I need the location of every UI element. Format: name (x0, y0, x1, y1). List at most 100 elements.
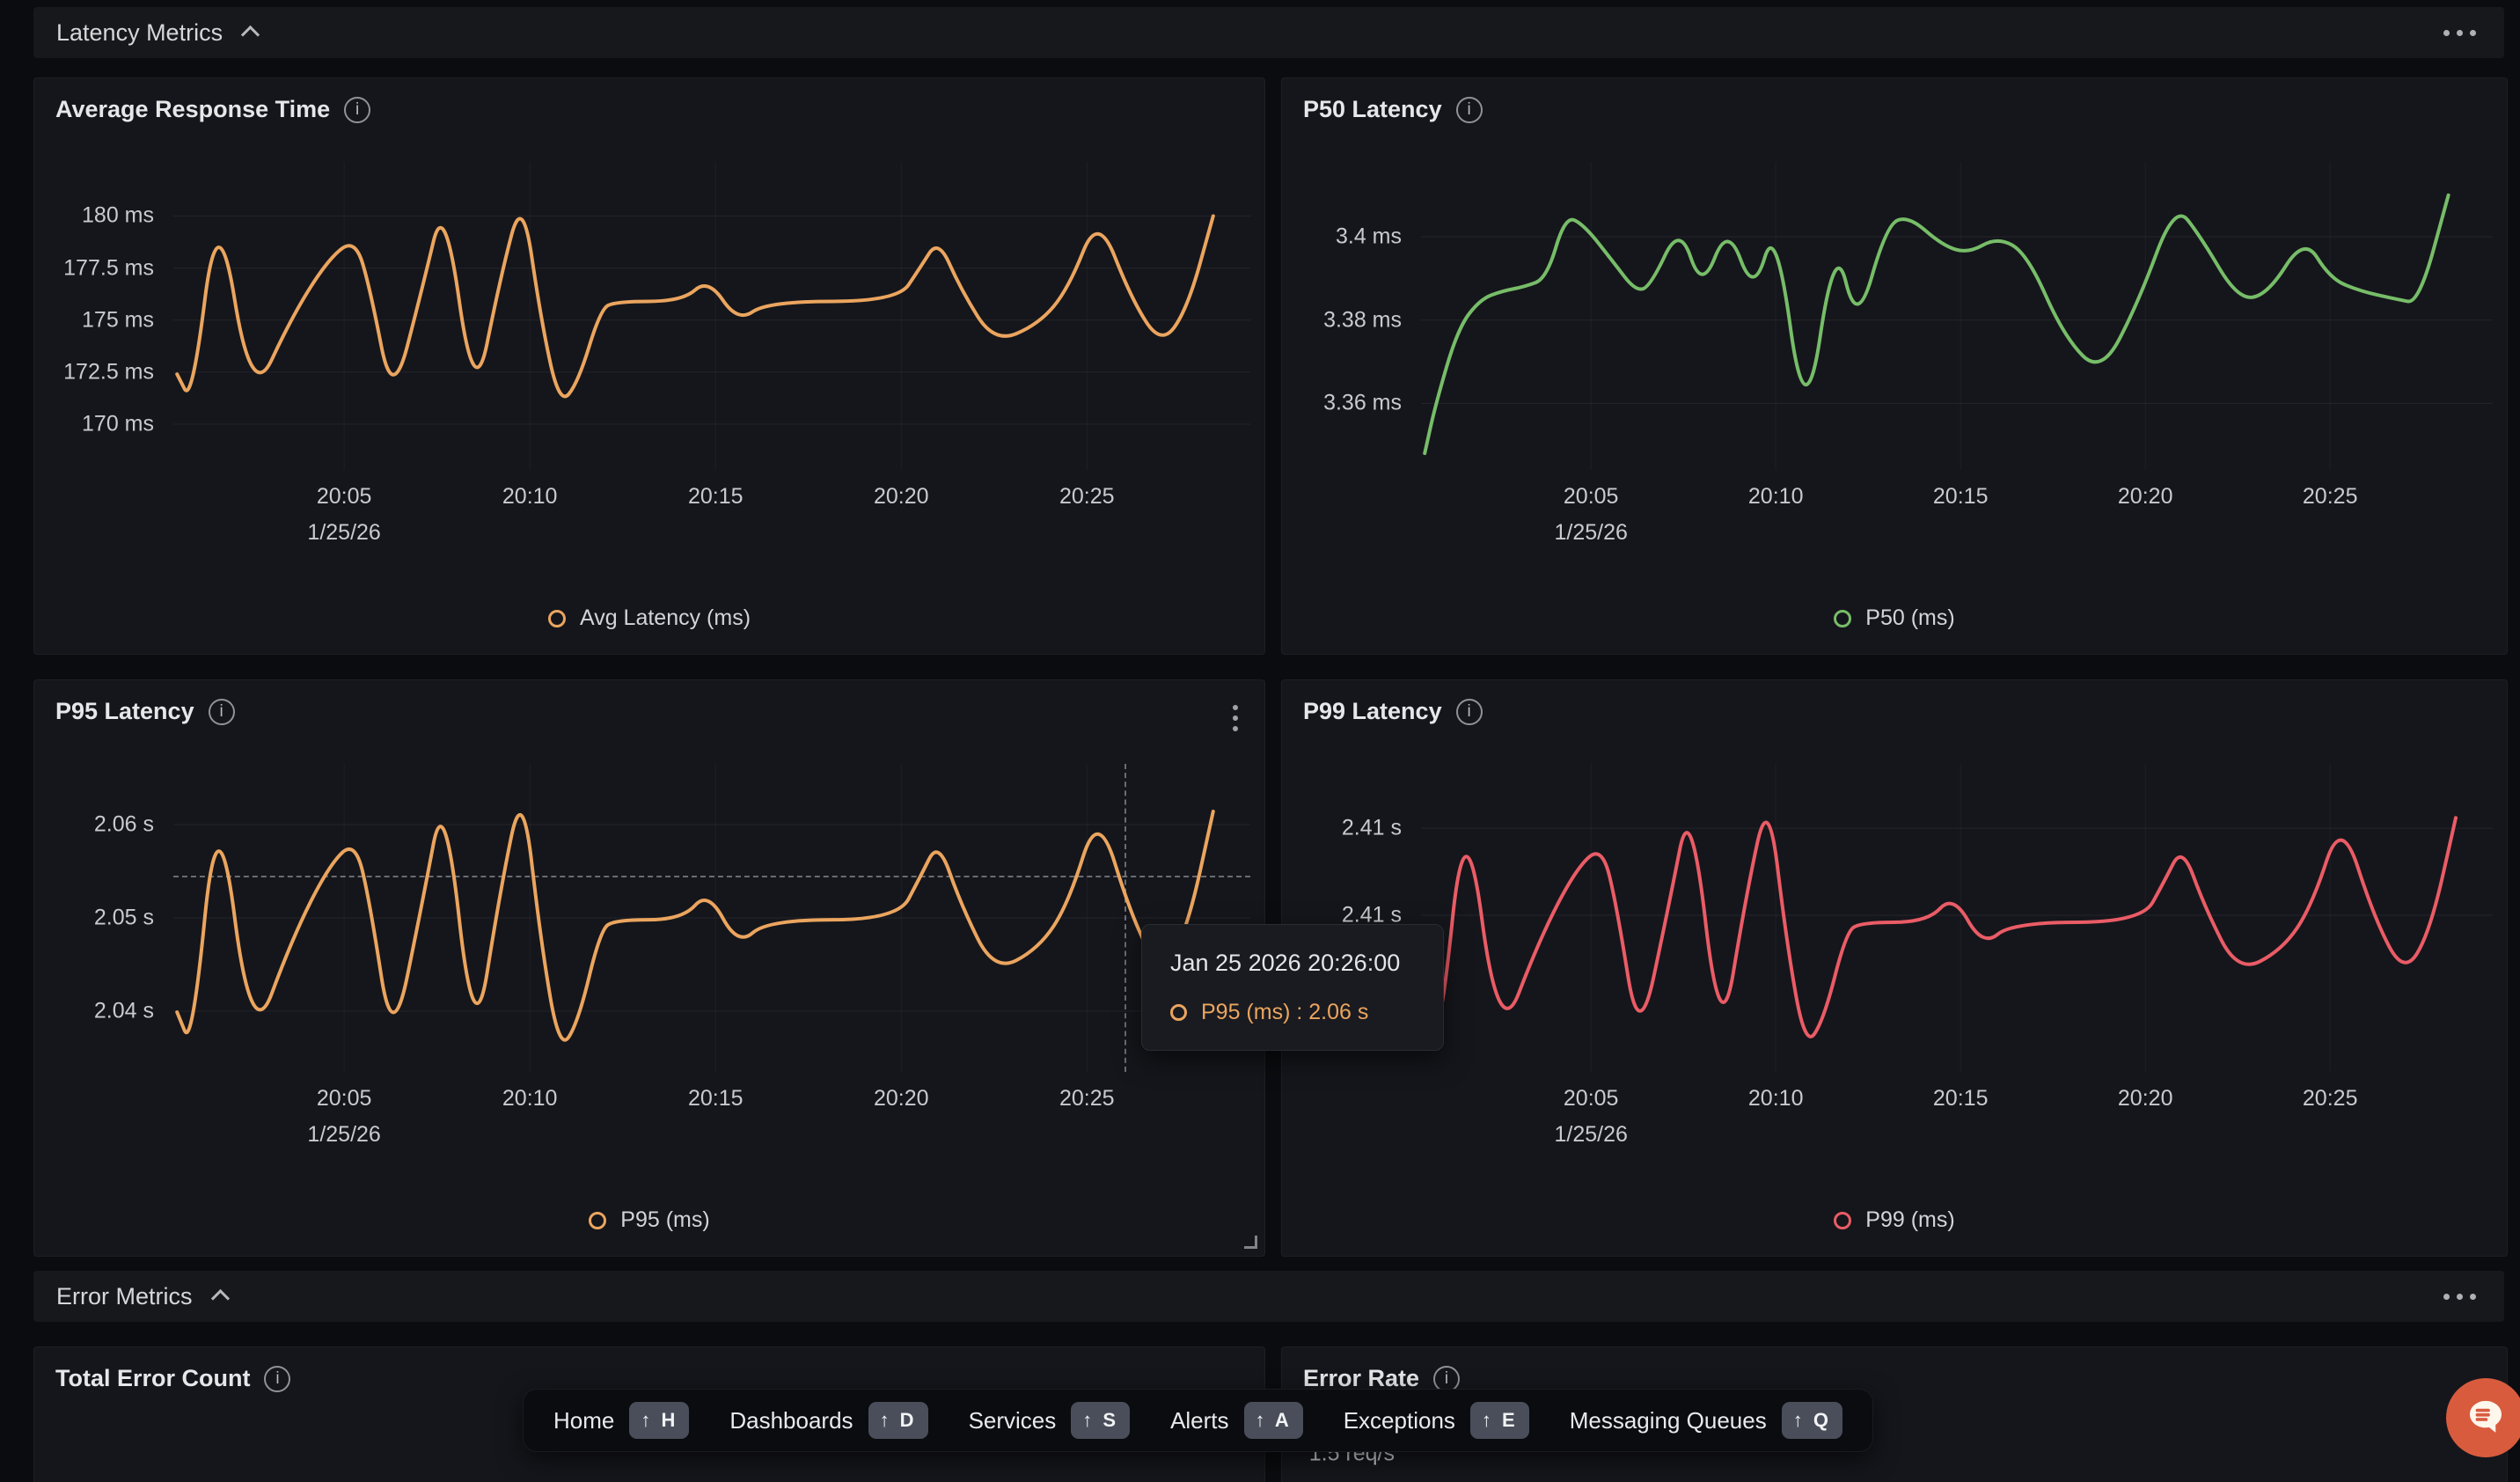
dock-item-shortcut-badge: ↑ H (629, 1402, 690, 1439)
dock-item-shortcut-badge: ↑ A (1243, 1402, 1303, 1439)
dock-item-services[interactable]: Services ↑ S (969, 1402, 1131, 1439)
dock-item-shortcut-badge: ↑ Q (1781, 1402, 1842, 1439)
dock-item-label: Messaging Queues (1569, 1406, 1767, 1434)
legend-p95[interactable]: P95 (ms) (34, 1207, 1264, 1233)
panel-title: Average Response Time (55, 96, 331, 122)
panel-title: Total Error Count (55, 1365, 251, 1391)
x-axis-tick-label: 20:25 (1059, 484, 1115, 509)
p95-latency-chart-plot[interactable]: 2.06 s 2.05 s 2.04 s 20:05 1/25/26 20:10 20:15… (94, 764, 1250, 1147)
dock-item-dashboards[interactable]: Dashboards ↑ D (729, 1402, 928, 1439)
panel-p95-latency: P95 Latency 2.06 s 2.05 s 2.04 s 20:051/25/… (33, 679, 1265, 1257)
chat-button[interactable] (2446, 1378, 2520, 1457)
info-icon[interactable] (1455, 698, 1483, 725)
p99-latency-chart-plot[interactable]: 2.41 s 2.41 s 20:05 1/25/26 20:10 20:15 20:20 2… (1342, 764, 2493, 1147)
legend-marker-icon (1834, 609, 1852, 627)
x-axis-tick-label: 20:05 1/25/26 (307, 1086, 381, 1147)
dock-item-exceptions[interactable]: Exceptions ↑ E (1344, 1402, 1529, 1439)
y-axis-tick-label: 2.05 s (93, 905, 154, 930)
panel-header[interactable]: Total Error Count (55, 1365, 291, 1392)
legend-marker-icon (1834, 1211, 1852, 1229)
info-icon[interactable] (264, 1365, 291, 1392)
tooltip-series-row: P95 (ms) : 2.06 s (1170, 1000, 1415, 1025)
legend-label: P50 (ms) (1865, 605, 1955, 630)
tooltip-series-marker-icon (1170, 1004, 1187, 1021)
panel-average-response-time: Average Response Time 180 ms 177.5 ms 175 … (33, 77, 1265, 655)
x-axis-tick-label: 20:10 (502, 1086, 558, 1111)
legend-p99[interactable]: P99 (ms) (1282, 1207, 2507, 1233)
dock-item-label: Services (968, 1406, 1057, 1434)
dock-item-label: Exceptions (1343, 1406, 1455, 1434)
x-axis-tick-label: 20:15 (687, 484, 744, 509)
legend-marker-icon (547, 609, 566, 627)
x-axis-tick-label: 20:10 (1747, 484, 1804, 509)
panel-title: P95 Latency (55, 698, 194, 724)
panel-title: P99 Latency (1303, 698, 1442, 724)
legend-avg-latency[interactable]: Avg Latency (ms) (34, 605, 1264, 631)
p50-latency-chart-plot[interactable]: 3.4 ms 3.38 ms 3.36 ms 20:05 1/25/26 20:10 20:… (1323, 162, 2493, 545)
x-axis-tick-label: 20:15 (1932, 1086, 1989, 1111)
legend-marker-icon (589, 1211, 607, 1229)
panel-p99-latency: P99 Latency 2.41 s 2.41 s 20:051/25/26 20:1… (1281, 679, 2508, 1257)
x-axis-tick-label: 20:20 (873, 1086, 929, 1111)
legend-p50[interactable]: P50 (ms) (1282, 605, 2507, 631)
navigation-dock: Home ↑ H Dashboards ↑ D Services ↑ S Ale… (523, 1389, 1873, 1452)
x-axis-tick-label: 20:25 (2302, 484, 2358, 509)
dock-item-home[interactable]: Home ↑ H (553, 1402, 690, 1439)
x-axis-date-label: 1/25/26 (307, 520, 381, 545)
x-axis-tick-label: 20:25 (1059, 1086, 1115, 1111)
x-axis-tick-label: 20:20 (2117, 1086, 2173, 1111)
y-axis-tick-label: 3.36 ms (1323, 390, 1402, 415)
y-axis-tick-label: 3.38 ms (1323, 307, 1402, 333)
panel-header[interactable]: Average Response Time (55, 96, 371, 123)
y-axis-tick-label: 170 ms (82, 411, 154, 437)
tooltip-timestamp: Jan 25 2026 20:26:00 (1170, 950, 1401, 976)
x-axis-tick-label: 20:10 (1747, 1086, 1804, 1111)
panel-resize-handle[interactable] (1244, 1236, 1257, 1249)
x-axis-tick-label: 20:05 1/25/26 (1554, 484, 1628, 545)
chat-bubble-icon (2470, 1400, 2502, 1433)
info-icon[interactable] (1455, 96, 1483, 123)
x-axis-tick-label: 20:10 (502, 484, 558, 509)
x-axis-date-label: 1/25/26 (307, 1122, 381, 1147)
section-menu-ellipsis-icon[interactable] (2438, 25, 2481, 41)
dock-item-shortcut-badge: ↑ D (868, 1402, 928, 1439)
dock-item-alerts[interactable]: Alerts ↑ A (1170, 1402, 1303, 1439)
panel-header[interactable]: P99 Latency (1303, 698, 1483, 725)
dock-item-label: Home (553, 1406, 615, 1434)
y-axis-tick-label: 175 ms (82, 307, 154, 333)
crosshair-vertical-line (1124, 764, 1126, 1072)
dock-item-shortcut-badge: ↑ E (1469, 1402, 1529, 1439)
legend-label: Avg Latency (ms) (579, 605, 751, 630)
dock-item-messaging-queues[interactable]: Messaging Queues ↑ Q (1570, 1402, 1842, 1439)
section-title: Error Metrics (56, 1282, 193, 1310)
section-header-error-metrics: Error Metrics (33, 1271, 2504, 1322)
panel-header[interactable]: P95 Latency (55, 698, 235, 725)
x-axis-tick-label: 20:25 (2302, 1086, 2358, 1111)
x-axis-tick-label: 20:05 1/25/26 (307, 484, 381, 545)
y-axis-tick-label: 2.41 s (1341, 902, 1402, 928)
collapse-chevron-up-icon[interactable] (210, 1288, 233, 1304)
section-menu-ellipsis-icon[interactable] (2438, 1288, 2481, 1305)
dock-item-label: Alerts (1170, 1406, 1229, 1434)
x-axis-tick-label: 20:05 1/25/26 (1554, 1086, 1628, 1147)
dock-item-shortcut-badge: ↑ S (1071, 1402, 1131, 1439)
panel-header[interactable]: P50 Latency (1303, 96, 1483, 123)
x-axis-tick-label: 20:15 (1932, 484, 1989, 509)
panel-title: Error Rate (1303, 1365, 1420, 1391)
info-icon[interactable] (344, 96, 371, 123)
dock-item-label: Dashboards (729, 1406, 853, 1434)
panel-p50-latency: P50 Latency 3.4 ms 3.38 ms 3.36 ms 20:051/2… (1281, 77, 2508, 655)
x-axis-date-label: 1/25/26 (1554, 520, 1628, 545)
info-icon[interactable] (1433, 1365, 1461, 1392)
legend-label: P95 (ms) (620, 1207, 710, 1232)
panel-menu-kebab-icon[interactable] (1229, 701, 1242, 735)
y-axis-tick-label: 172.5 ms (63, 359, 154, 385)
section-header-latency-metrics: Latency Metrics (33, 7, 2504, 58)
x-axis-tick-label: 20:15 (687, 1086, 744, 1111)
panel-header[interactable]: Error Rate (1303, 1365, 1461, 1392)
x-axis-tick-label: 20:20 (2117, 484, 2173, 509)
avg-latency-chart-plot[interactable]: 180 ms 177.5 ms 175 ms 172.5 ms 170 ms 20:05 1… (63, 162, 1250, 545)
y-axis-tick-label: 3.4 ms (1335, 224, 1402, 249)
info-icon[interactable] (208, 698, 235, 725)
collapse-chevron-up-icon[interactable] (240, 25, 263, 40)
